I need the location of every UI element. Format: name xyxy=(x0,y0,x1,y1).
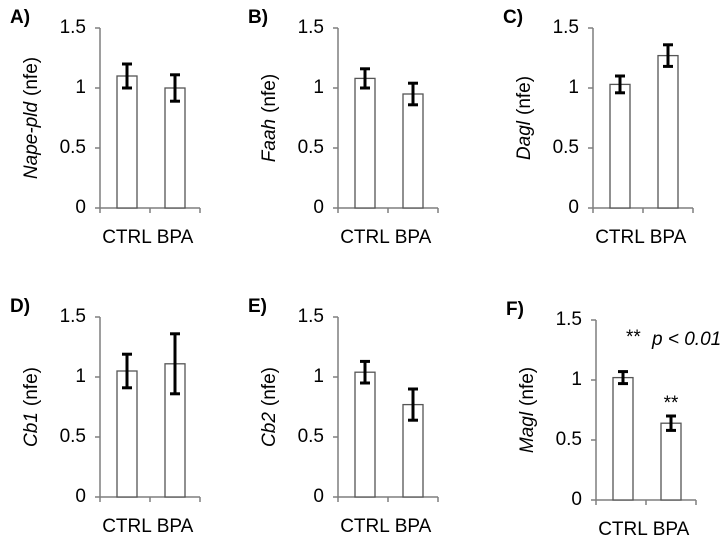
y-tick-label: 1 xyxy=(568,77,579,98)
y-tick-label: 1.5 xyxy=(60,17,86,38)
x-tick-label: BPA xyxy=(395,516,432,537)
y-tick-label: 0 xyxy=(75,486,86,507)
x-tick-label: BPA xyxy=(395,227,432,248)
panel-label: D) xyxy=(10,296,30,317)
x-tick-label: CTRL xyxy=(340,227,390,248)
x-tick-label: BPA xyxy=(157,516,194,537)
bar xyxy=(354,77,376,209)
y-tick-label: 1 xyxy=(571,369,582,390)
y-tick-label: 0 xyxy=(313,486,324,507)
x-tick-label: CTRL xyxy=(102,516,152,537)
bar xyxy=(164,87,186,209)
y-axis-label-gene: Faah xyxy=(259,119,280,162)
y-axis-label-unit: (nfe) xyxy=(514,76,535,115)
y-tick-label: 1 xyxy=(75,366,86,387)
panel-label: F) xyxy=(506,299,524,320)
y-tick-label: 1 xyxy=(313,366,324,387)
y-tick-label: 1.5 xyxy=(298,306,324,327)
y-tick-label: 0.5 xyxy=(298,426,324,447)
bar xyxy=(116,75,138,209)
y-axis-label-unit: (nfe) xyxy=(517,367,538,406)
y-axis-label-gene: Nape-pld xyxy=(21,101,42,180)
note-text: p < 0.01 xyxy=(651,329,721,350)
note-mark: ** xyxy=(626,327,641,348)
bar xyxy=(660,422,682,501)
y-tick-label: 1.5 xyxy=(556,309,582,330)
y-tick-label: 1 xyxy=(75,77,86,98)
panel-label: A) xyxy=(10,7,30,28)
y-tick-label: 0 xyxy=(313,197,324,218)
y-tick-label: 0.5 xyxy=(60,137,86,158)
y-tick-label: 0 xyxy=(568,197,579,218)
y-axis-label-unit: (nfe) xyxy=(21,367,42,406)
y-tick-label: 1.5 xyxy=(298,17,324,38)
y-tick-label: 1 xyxy=(313,77,324,98)
bar xyxy=(657,54,679,209)
y-axis-label: Cb1 (nfe) xyxy=(21,367,42,447)
y-axis-label-gene: Magl xyxy=(517,411,538,453)
y-axis-label-unit: (nfe) xyxy=(259,74,280,113)
x-tick-label: CTRL xyxy=(598,519,648,540)
panel-label: C) xyxy=(503,7,523,28)
y-axis-label-gene: Dagl xyxy=(514,120,535,160)
y-axis-label: Magl (nfe) xyxy=(517,367,538,453)
y-tick-label: 1.5 xyxy=(553,17,579,38)
x-tick-label: CTRL xyxy=(340,516,390,537)
y-tick-label: 1.5 xyxy=(60,306,86,327)
bar xyxy=(116,370,138,498)
y-axis-label-gene: Cb2 xyxy=(259,412,280,447)
significance-mark: ** xyxy=(664,393,679,414)
y-axis-label: Faah (nfe) xyxy=(259,74,280,162)
y-tick-label: 0.5 xyxy=(60,426,86,447)
panel-label: E) xyxy=(248,296,267,317)
y-axis-label: Nape-pld (nfe) xyxy=(21,57,42,179)
x-tick-label: CTRL xyxy=(595,227,645,248)
y-tick-label: 0.5 xyxy=(556,429,582,450)
y-tick-label: 0.5 xyxy=(553,137,579,158)
y-axis-label-gene: Cb1 xyxy=(21,412,42,447)
x-tick-label: BPA xyxy=(157,227,194,248)
bar xyxy=(354,371,376,498)
y-tick-label: 0 xyxy=(571,489,582,510)
bar xyxy=(402,93,424,209)
y-axis-label-unit: (nfe) xyxy=(21,57,42,96)
y-axis-label: Dagl (nfe) xyxy=(514,76,535,160)
panel-label: B) xyxy=(248,7,268,28)
y-tick-label: 0 xyxy=(75,197,86,218)
y-axis-label: Cb2 (nfe) xyxy=(259,367,280,447)
bar xyxy=(609,83,631,209)
y-axis-label-unit: (nfe) xyxy=(259,367,280,406)
x-tick-label: BPA xyxy=(650,227,687,248)
x-tick-label: CTRL xyxy=(102,227,152,248)
y-tick-label: 0.5 xyxy=(298,137,324,158)
bar xyxy=(612,376,634,501)
x-tick-label: BPA xyxy=(653,519,690,540)
